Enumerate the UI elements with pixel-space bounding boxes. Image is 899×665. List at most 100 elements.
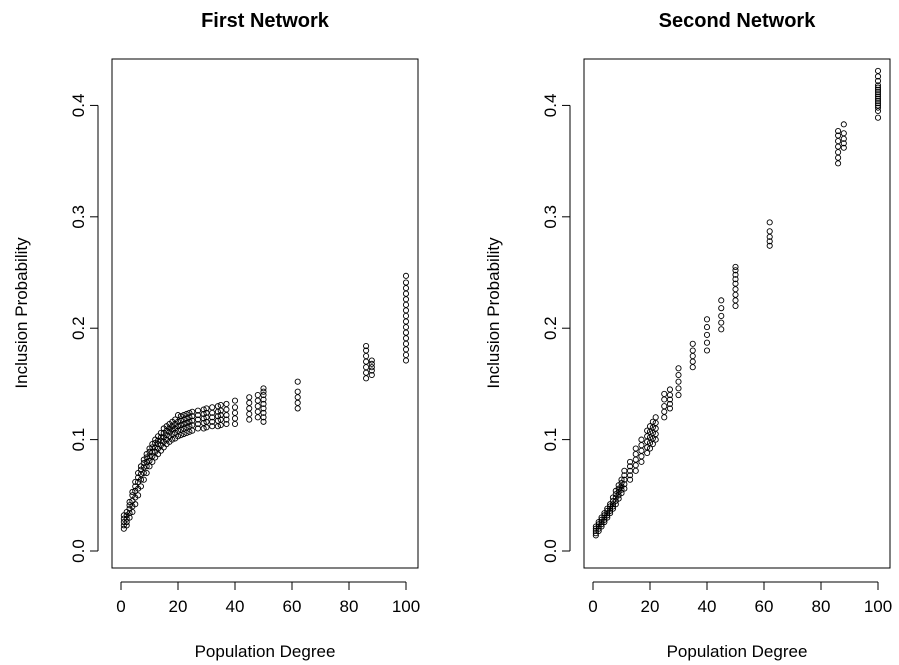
scatter-point — [666, 396, 674, 403]
scatter-point — [260, 385, 267, 392]
x-tick-label: 100 — [864, 597, 892, 616]
scatter-point — [874, 102, 882, 109]
scatter-point — [689, 347, 696, 354]
scatter-point — [137, 483, 144, 490]
scatter-point — [231, 397, 239, 404]
scatter-point — [149, 453, 156, 460]
scatter-point — [174, 427, 182, 434]
scatter-point — [189, 408, 196, 415]
scatter-point — [874, 93, 882, 100]
scatter-point — [402, 340, 410, 347]
x-tick-label: 20 — [169, 597, 188, 616]
scatter-point — [675, 371, 682, 379]
scatter-point — [627, 467, 634, 474]
x-tick-label: 80 — [340, 597, 359, 616]
x-axis: 0 20 40 60 80 100 — [116, 581, 420, 616]
scatter-point — [246, 399, 253, 406]
scatter-point — [260, 388, 267, 395]
scatter-point — [189, 422, 196, 429]
scatter-point — [666, 386, 674, 393]
scatter-point — [194, 416, 201, 423]
scatter-point — [835, 154, 842, 161]
scatter-point — [135, 492, 142, 499]
scatter-point — [732, 276, 739, 283]
scatter-point — [137, 471, 144, 478]
scatter-point — [246, 394, 253, 401]
scatter-point — [402, 279, 410, 286]
scatter-point — [223, 406, 230, 413]
scatter-point — [246, 410, 253, 418]
scatter-point — [203, 405, 210, 412]
x-tick-label: 60 — [283, 597, 302, 616]
scatter-point — [840, 121, 847, 128]
scatter-points — [120, 272, 410, 532]
scatter-point — [402, 346, 410, 353]
y-tick-label: 0.0 — [69, 539, 88, 563]
scatter-point — [363, 358, 370, 365]
scatter-point — [157, 434, 164, 441]
scatter-point — [732, 271, 739, 278]
scatter-point — [718, 319, 725, 326]
scatter-point — [874, 100, 882, 107]
scatter-point — [618, 476, 625, 483]
scatter-point — [143, 458, 150, 465]
scatter-point — [609, 505, 617, 512]
scatter-point — [632, 467, 639, 474]
scatter-point — [661, 390, 668, 397]
scatter-point — [260, 405, 267, 412]
x-tick-label: 40 — [698, 597, 717, 616]
scatter-point — [874, 67, 882, 74]
scatter-point — [732, 291, 739, 298]
x-tick-label: 40 — [226, 597, 245, 616]
scatter-point — [194, 412, 201, 419]
scatter-point — [689, 353, 696, 360]
chart-title: First Network — [201, 10, 330, 32]
scatter-point — [254, 403, 261, 410]
scatter-point — [689, 364, 696, 371]
scatter-point — [689, 358, 696, 365]
scatter-point — [666, 405, 674, 412]
scatter-point — [638, 458, 645, 465]
scatter-point — [718, 305, 725, 312]
scatter-point — [217, 412, 224, 419]
y-tick-label: 0.4 — [69, 94, 88, 118]
chart-panel-second-network: Second Network 0 20 40 60 80 100 0.0 0.1 0.2 0.3… — [484, 10, 892, 661]
scatter-point — [123, 515, 130, 522]
scatter-point — [214, 403, 221, 410]
scatter-point — [402, 329, 410, 336]
chart-title: Second Network — [659, 10, 817, 32]
scatter-point — [675, 385, 682, 392]
scatter-point — [200, 419, 207, 426]
scatter-point — [766, 242, 773, 249]
x-tick-label: 0 — [116, 597, 125, 616]
scatter-point — [402, 307, 410, 314]
scatter-point — [732, 286, 739, 293]
scatter-point — [209, 404, 216, 411]
scatter-point — [169, 430, 176, 438]
scatter-point — [254, 414, 261, 421]
scatter-point — [143, 463, 150, 470]
scatter-point — [231, 409, 239, 416]
scatter-point — [363, 342, 370, 350]
scatter-point — [363, 369, 370, 376]
scatter-point — [246, 405, 253, 412]
plot-frame — [583, 58, 891, 569]
scatter-point — [254, 408, 261, 415]
scatter-point — [638, 447, 645, 454]
scatter-point — [703, 324, 711, 331]
scatter-point — [621, 481, 628, 488]
y-tick-label: 0.0 — [541, 539, 560, 563]
scatter-point — [223, 420, 230, 428]
scatter-point — [601, 518, 608, 526]
scatter-point — [661, 414, 668, 421]
scatter-point — [675, 378, 682, 385]
scatter-point — [186, 423, 193, 430]
scatter-point — [194, 420, 201, 428]
scatter-point — [189, 413, 196, 420]
scatter-point — [627, 458, 634, 465]
scatter-point — [627, 472, 634, 479]
scatter-point — [368, 367, 375, 374]
scatter-point — [209, 423, 216, 430]
scatter-point — [402, 296, 410, 303]
scatter-point — [703, 339, 711, 346]
